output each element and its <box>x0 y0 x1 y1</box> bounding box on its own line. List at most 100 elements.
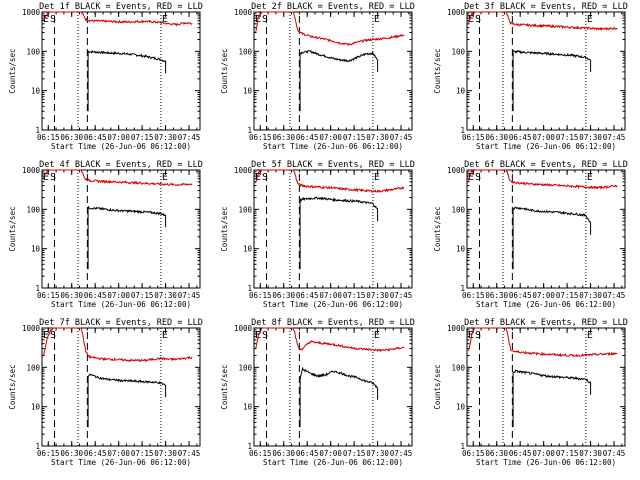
marker-e-label: E <box>255 172 261 183</box>
x-tick-label: 06:30 <box>485 133 508 142</box>
x-axis-label: Start Time (26-Jun-06 06:12:00) <box>51 142 191 151</box>
panel-title: Det 5f BLACK = Events, RED = LLD <box>251 160 415 170</box>
x-tick-label: 06:15 <box>249 133 272 142</box>
y-axis-label: Counts/sec <box>433 364 442 409</box>
events-series-line <box>512 49 592 112</box>
marker-e-label: E <box>43 172 49 183</box>
marker-e-label: E <box>468 14 474 25</box>
panel-title: Det 3f BLACK = Events, RED = LLD <box>464 2 628 12</box>
marker-e-end-label: E <box>162 330 168 341</box>
x-tick-label: 06:45 <box>509 133 532 142</box>
y-axis-label: Counts/sec <box>433 48 442 93</box>
x-tick-label: 07:15 <box>556 449 579 458</box>
lld-series-line <box>255 327 405 353</box>
lld-series-line <box>255 11 405 47</box>
y-tick-label: 10 <box>243 403 253 412</box>
lld-series-line <box>468 11 618 31</box>
marker-s-label: S <box>475 172 481 183</box>
y-tick-label: 1000 <box>234 166 253 175</box>
y-tick-label: 1000 <box>447 324 466 333</box>
x-tick-label: 07:00 <box>532 133 555 142</box>
marker-e-label: E <box>43 14 49 25</box>
x-tick-label: 06:15 <box>462 449 485 458</box>
y-tick-label: 1 <box>35 126 40 135</box>
marker-e-end-label: E <box>587 172 593 183</box>
marker-e-end-label: E <box>587 330 593 341</box>
x-tick-label: 07:45 <box>178 133 201 142</box>
x-tick-label: 07:45 <box>178 449 201 458</box>
events-series-line <box>299 49 379 112</box>
lld-series-line <box>43 11 193 27</box>
lld-series-line <box>43 168 193 187</box>
panel-2: Det 2f BLACK = Events, RED = LLD 1 10 100 10… <box>220 2 415 151</box>
y-axis-label: Counts/sec <box>8 364 17 409</box>
x-axis-label: Start Time (26-Jun-06 06:12:00) <box>51 458 191 467</box>
x-tick-label: 06:15 <box>249 291 272 300</box>
x-tick-label: 07:15 <box>556 133 579 142</box>
plot-frame <box>41 327 201 447</box>
x-tick-label: 07:15 <box>343 291 366 300</box>
panel-3: Det 3f BLACK = Events, RED = LLD 1 10 100 10… <box>433 2 628 151</box>
x-tick-label: 07:30 <box>154 133 177 142</box>
events-series-line <box>87 50 167 112</box>
y-tick-label: 100 <box>451 47 465 56</box>
y-axis-label: Counts/sec <box>220 364 229 409</box>
x-tick-label: 06:15 <box>37 133 60 142</box>
y-tick-label: 1000 <box>447 8 466 17</box>
y-tick-label: 10 <box>31 245 41 254</box>
x-tick-label: 07:45 <box>390 449 413 458</box>
panel-title: Det 2f BLACK = Events, RED = LLD <box>251 2 415 12</box>
marker-s-label: S <box>262 14 268 25</box>
y-tick-label: 1 <box>460 284 465 293</box>
marker-e-label: E <box>468 172 474 183</box>
events-series-line <box>299 196 379 270</box>
x-tick-label: 06:15 <box>462 291 485 300</box>
x-tick-label: 06:15 <box>249 449 272 458</box>
x-tick-label: 07:15 <box>131 133 154 142</box>
plot-frame <box>466 169 626 289</box>
x-axis-label: Start Time (26-Jun-06 06:12:00) <box>263 458 403 467</box>
y-tick-label: 1 <box>247 442 252 451</box>
panel-5: Det 5f BLACK = Events, RED = LLD 1 10 100 10… <box>220 160 415 309</box>
marker-s-label: S <box>262 172 268 183</box>
y-axis-label: Counts/sec <box>433 206 442 251</box>
y-tick-label: 1000 <box>22 166 41 175</box>
x-tick-label: 07:45 <box>603 291 626 300</box>
y-tick-label: 100 <box>238 47 252 56</box>
panel-9: Det 9f BLACK = Events, RED = LLD 1 10 100 10… <box>433 318 628 467</box>
x-axis-label: Start Time (26-Jun-06 06:12:00) <box>476 458 616 467</box>
x-tick-label: 07:30 <box>366 133 389 142</box>
x-tick-label: 06:45 <box>84 449 107 458</box>
events-series-line <box>299 366 379 428</box>
plot-frame <box>253 327 413 447</box>
x-tick-label: 06:45 <box>296 449 319 458</box>
plot-frame <box>253 11 413 131</box>
y-tick-label: 100 <box>238 205 252 214</box>
x-tick-label: 06:30 <box>272 449 295 458</box>
panel-title: Det 6f BLACK = Events, RED = LLD <box>464 160 628 170</box>
x-tick-label: 07:00 <box>532 449 555 458</box>
x-tick-label: 07:30 <box>579 133 602 142</box>
x-tick-label: 06:30 <box>272 291 295 300</box>
y-tick-label: 1 <box>35 284 40 293</box>
x-axis-label: Start Time (26-Jun-06 06:12:00) <box>263 300 403 309</box>
x-tick-label: 06:45 <box>84 291 107 300</box>
plot-frame <box>41 11 201 131</box>
x-tick-label: 06:45 <box>296 133 319 142</box>
x-tick-label: 06:15 <box>37 291 60 300</box>
panel-1: Det 1f BLACK = Events, RED = LLD 1 10 100 10… <box>8 2 203 151</box>
marker-e-end-label: E <box>587 14 593 25</box>
x-tick-label: 06:30 <box>60 133 83 142</box>
x-tick-label: 06:30 <box>272 133 295 142</box>
marker-e-label: E <box>43 330 49 341</box>
y-tick-label: 100 <box>451 205 465 214</box>
y-axis-label: Counts/sec <box>220 48 229 93</box>
x-axis-label: Start Time (26-Jun-06 06:12:00) <box>51 300 191 309</box>
x-tick-label: 07:45 <box>390 133 413 142</box>
y-axis-label: Counts/sec <box>8 206 17 251</box>
panel-title: Det 4f BLACK = Events, RED = LLD <box>39 160 203 170</box>
marker-e-end-label: E <box>374 330 380 341</box>
y-axis-label: Counts/sec <box>8 48 17 93</box>
panel-4: Det 4f BLACK = Events, RED = LLD 1 10 100 10… <box>8 160 203 309</box>
marker-e-end-label: E <box>374 14 380 25</box>
